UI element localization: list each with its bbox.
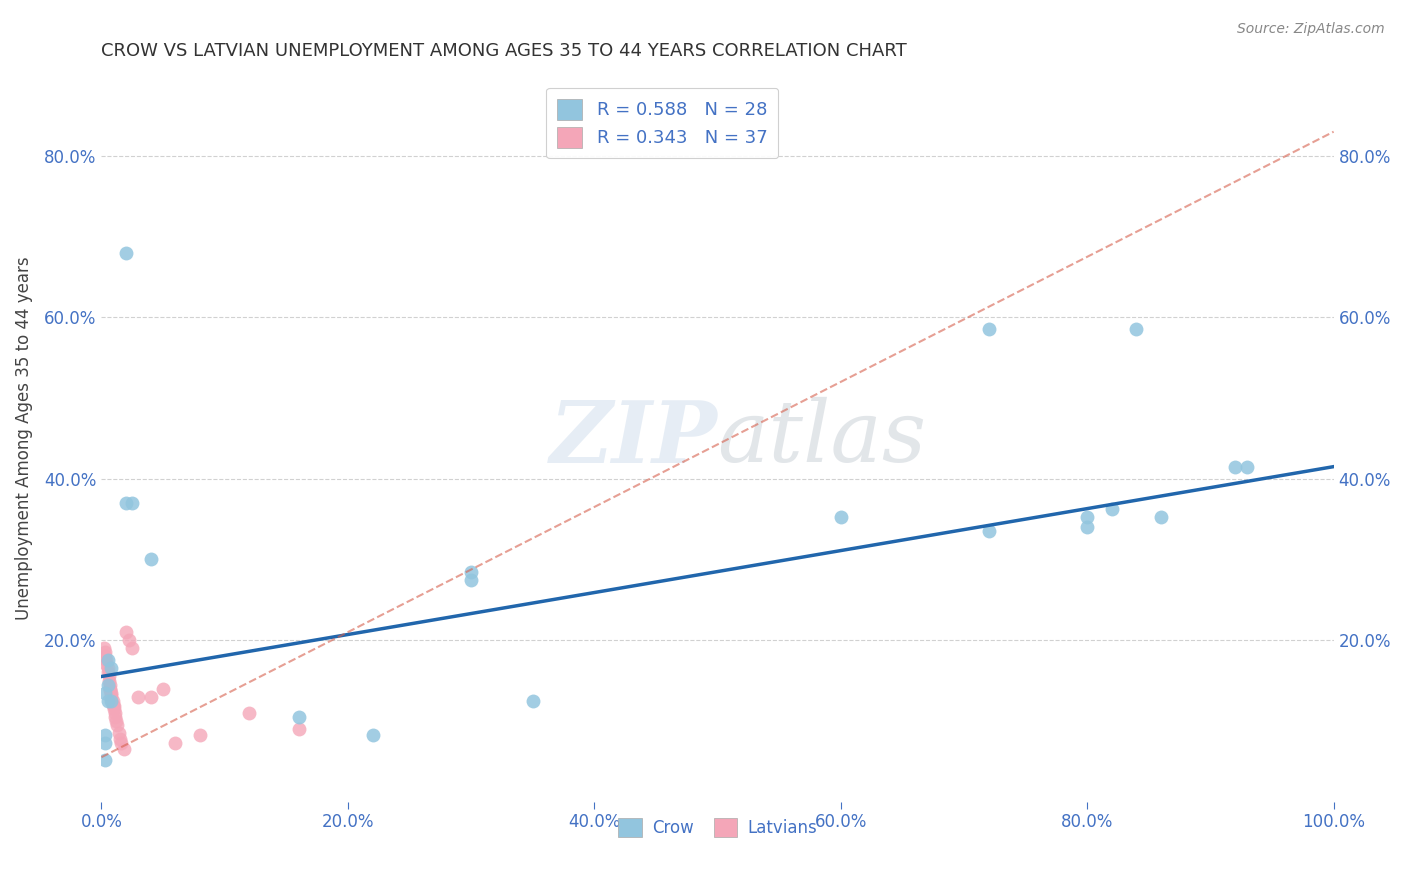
Point — [121, 496, 143, 510]
Point — [96, 657, 118, 672]
Point — [287, 722, 309, 736]
Point — [977, 524, 1000, 539]
Text: atlas: atlas — [717, 397, 927, 480]
Point — [97, 665, 120, 680]
Point — [94, 685, 117, 699]
Text: CROW VS LATVIAN UNEMPLOYMENT AMONG AGES 35 TO 44 YEARS CORRELATION CHART: CROW VS LATVIAN UNEMPLOYMENT AMONG AGES … — [101, 42, 907, 60]
Point — [460, 573, 482, 587]
Point — [830, 510, 852, 524]
Point — [115, 245, 138, 260]
Point — [100, 661, 122, 675]
Point — [1101, 502, 1123, 516]
Point — [100, 685, 122, 699]
Point — [97, 661, 120, 675]
Point — [100, 691, 122, 706]
Point — [101, 698, 124, 712]
Point — [97, 669, 120, 683]
Point — [98, 683, 121, 698]
Point — [115, 625, 138, 640]
Point — [103, 699, 125, 714]
Point — [112, 742, 135, 756]
Point — [1076, 510, 1098, 524]
Point — [101, 694, 124, 708]
Point — [94, 736, 117, 750]
Point — [127, 690, 149, 704]
Point — [97, 677, 120, 691]
Point — [97, 673, 120, 688]
Point — [94, 753, 117, 767]
Point — [1236, 459, 1258, 474]
Point — [139, 690, 162, 704]
Point — [110, 736, 132, 750]
Point — [152, 681, 174, 696]
Point — [97, 653, 120, 667]
Point — [977, 322, 1000, 336]
Point — [104, 706, 127, 720]
Legend: Crow, Latvians: Crow, Latvians — [612, 812, 824, 844]
Point — [522, 694, 544, 708]
Point — [238, 706, 260, 720]
Point — [94, 728, 117, 742]
Point — [165, 736, 187, 750]
Point — [103, 702, 125, 716]
Point — [94, 645, 117, 659]
Text: Source: ZipAtlas.com: Source: ZipAtlas.com — [1237, 22, 1385, 37]
Point — [100, 694, 122, 708]
Y-axis label: Unemployment Among Ages 35 to 44 years: Unemployment Among Ages 35 to 44 years — [15, 257, 32, 620]
Point — [139, 552, 162, 566]
Point — [105, 714, 128, 728]
Point — [98, 681, 121, 696]
Text: ZIP: ZIP — [550, 397, 717, 480]
Point — [98, 677, 121, 691]
Point — [108, 731, 131, 746]
Point — [188, 728, 211, 742]
Point — [94, 649, 117, 664]
Point — [1150, 510, 1173, 524]
Point — [1125, 322, 1147, 336]
Point — [107, 726, 129, 740]
Point — [117, 633, 139, 648]
Point — [93, 641, 115, 656]
Point — [1223, 459, 1246, 474]
Point — [107, 718, 129, 732]
Point — [121, 641, 143, 656]
Point — [96, 653, 118, 667]
Point — [104, 710, 127, 724]
Point — [115, 496, 138, 510]
Point — [100, 688, 122, 702]
Point — [287, 710, 309, 724]
Point — [1076, 520, 1098, 534]
Point — [361, 728, 384, 742]
Point — [460, 565, 482, 579]
Point — [97, 694, 120, 708]
